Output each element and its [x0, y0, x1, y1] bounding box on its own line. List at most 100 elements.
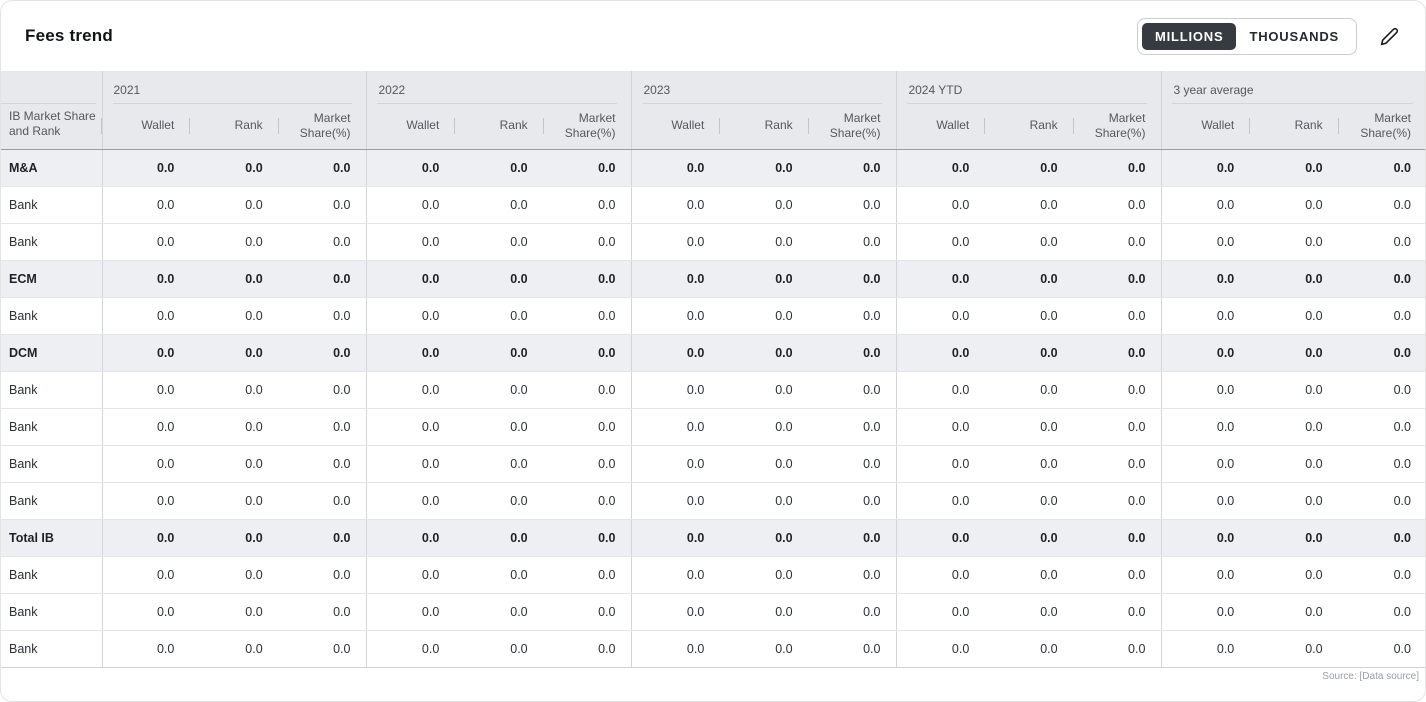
cell-value: 0.0 [101, 556, 191, 594]
table-row: ECM 0.0 0.0 0.0 0.0 0.0 0.0 0.0 0.0 0.0 0.0 0.0 0.0 0… [1, 260, 1425, 298]
cell-value: 0.0 [985, 519, 1074, 557]
row-label: Bank [1, 482, 103, 520]
cell-value: 0.0 [1250, 445, 1339, 483]
cell-value: 0.0 [366, 260, 456, 298]
cell-value: 0.0 [543, 334, 632, 372]
cell-value: 0.0 [631, 223, 721, 261]
cell-value: 0.0 [985, 223, 1074, 261]
cell-value: 0.0 [1338, 297, 1425, 335]
cell-value: 0.0 [278, 593, 367, 631]
cell-value: 0.0 [543, 149, 632, 187]
cell-value: 0.0 [1161, 519, 1251, 557]
cell-value: 0.0 [455, 149, 544, 187]
cell-value: 0.0 [1161, 334, 1251, 372]
cell-value: 0.0 [1073, 334, 1162, 372]
table-row: Bank 0.0 0.0 0.0 0.0 0.0 0.0 0.0 0.0 0.0 0.0 0.0 0.0… [1, 445, 1425, 483]
header-corner [1, 71, 102, 104]
cell-value: 0.0 [808, 445, 897, 483]
cell-value: 0.0 [543, 445, 632, 483]
cell-value: 0.0 [720, 334, 809, 372]
cell-value: 0.0 [985, 445, 1074, 483]
cell-value: 0.0 [1161, 482, 1251, 520]
cell-value: 0.0 [101, 482, 191, 520]
column-header-market-share: Market Share(%) [808, 104, 897, 150]
cell-value: 0.0 [190, 556, 279, 594]
cell-value: 0.0 [1338, 519, 1425, 557]
cell-value: 0.0 [543, 630, 632, 668]
cell-value: 0.0 [896, 445, 986, 483]
cell-value: 0.0 [278, 149, 367, 187]
column-header-wallet: Wallet [1161, 104, 1252, 150]
cell-value: 0.0 [455, 630, 544, 668]
cell-value: 0.0 [101, 334, 191, 372]
unit-toggle-option-thousands[interactable]: THOUSANDS [1249, 28, 1339, 44]
edit-button[interactable] [1378, 25, 1401, 48]
cell-value: 0.0 [1161, 593, 1251, 631]
cell-value: 0.0 [896, 297, 986, 335]
cell-value: 0.0 [631, 408, 721, 446]
cell-value: 0.0 [631, 334, 721, 372]
cell-value: 0.0 [896, 408, 986, 446]
cell-value: 0.0 [808, 334, 897, 372]
table-row: Bank 0.0 0.0 0.0 0.0 0.0 0.0 0.0 0.0 0.0 0.0 0.0 0.0… [1, 482, 1425, 520]
cell-value: 0.0 [455, 519, 544, 557]
unit-toggle-option-millions[interactable]: MILLIONS [1141, 22, 1237, 50]
cell-value: 0.0 [455, 371, 544, 409]
cell-value: 0.0 [808, 260, 897, 298]
row-label: DCM [1, 334, 103, 372]
cell-value: 0.0 [1073, 297, 1162, 335]
table-row: Bank 0.0 0.0 0.0 0.0 0.0 0.0 0.0 0.0 0.0 0.0 0.0 0.0… [1, 630, 1425, 668]
cell-value: 0.0 [808, 297, 897, 335]
cell-value: 0.0 [1073, 445, 1162, 483]
table-row: M&A 0.0 0.0 0.0 0.0 0.0 0.0 0.0 0.0 0.0 0.0 0.0 0.0 0… [1, 149, 1425, 187]
cell-value: 0.0 [366, 297, 456, 335]
cell-value: 0.0 [631, 519, 721, 557]
cell-value: 0.0 [720, 482, 809, 520]
cell-value: 0.0 [543, 186, 632, 224]
cell-value: 0.0 [101, 630, 191, 668]
cell-value: 0.0 [1161, 149, 1251, 187]
cell-value: 0.0 [366, 445, 456, 483]
cell-value: 0.0 [1338, 482, 1425, 520]
cell-value: 0.0 [1338, 260, 1425, 298]
year-group-header: 2022 [366, 71, 632, 104]
cell-value: 0.0 [366, 334, 456, 372]
cell-value: 0.0 [631, 297, 721, 335]
cell-value: 0.0 [1338, 334, 1425, 372]
cell-value: 0.0 [101, 408, 191, 446]
cell-value: 0.0 [1250, 593, 1339, 631]
cell-value: 0.0 [278, 297, 367, 335]
cell-value: 0.0 [190, 223, 279, 261]
column-header-rank: Rank [720, 104, 809, 150]
cell-value: 0.0 [1161, 445, 1251, 483]
cell-value: 0.0 [985, 556, 1074, 594]
cell-value: 0.0 [455, 556, 544, 594]
table-row: Bank 0.0 0.0 0.0 0.0 0.0 0.0 0.0 0.0 0.0 0.0 0.0 0.0… [1, 556, 1425, 594]
row-label: Total IB [1, 519, 103, 557]
cell-value: 0.0 [1073, 371, 1162, 409]
cell-value: 0.0 [101, 445, 191, 483]
cell-value: 0.0 [190, 149, 279, 187]
cell-value: 0.0 [985, 260, 1074, 298]
cell-value: 0.0 [190, 482, 279, 520]
cell-value: 0.0 [190, 186, 279, 224]
cell-value: 0.0 [190, 297, 279, 335]
cell-value: 0.0 [543, 408, 632, 446]
cell-value: 0.0 [1250, 630, 1339, 668]
cell-value: 0.0 [543, 260, 632, 298]
cell-value: 0.0 [101, 371, 191, 409]
cell-value: 0.0 [101, 186, 191, 224]
cell-value: 0.0 [720, 519, 809, 557]
cell-value: 0.0 [366, 223, 456, 261]
cell-value: 0.0 [1338, 630, 1425, 668]
cell-value: 0.0 [720, 593, 809, 631]
cell-value: 0.0 [366, 519, 456, 557]
cell-value: 0.0 [1073, 556, 1162, 594]
cell-value: 0.0 [278, 408, 367, 446]
cell-value: 0.0 [1250, 297, 1339, 335]
cell-value: 0.0 [1338, 445, 1425, 483]
cell-value: 0.0 [1161, 297, 1251, 335]
cell-value: 0.0 [190, 408, 279, 446]
column-header-rank: Rank [1250, 104, 1339, 150]
cell-value: 0.0 [1161, 408, 1251, 446]
